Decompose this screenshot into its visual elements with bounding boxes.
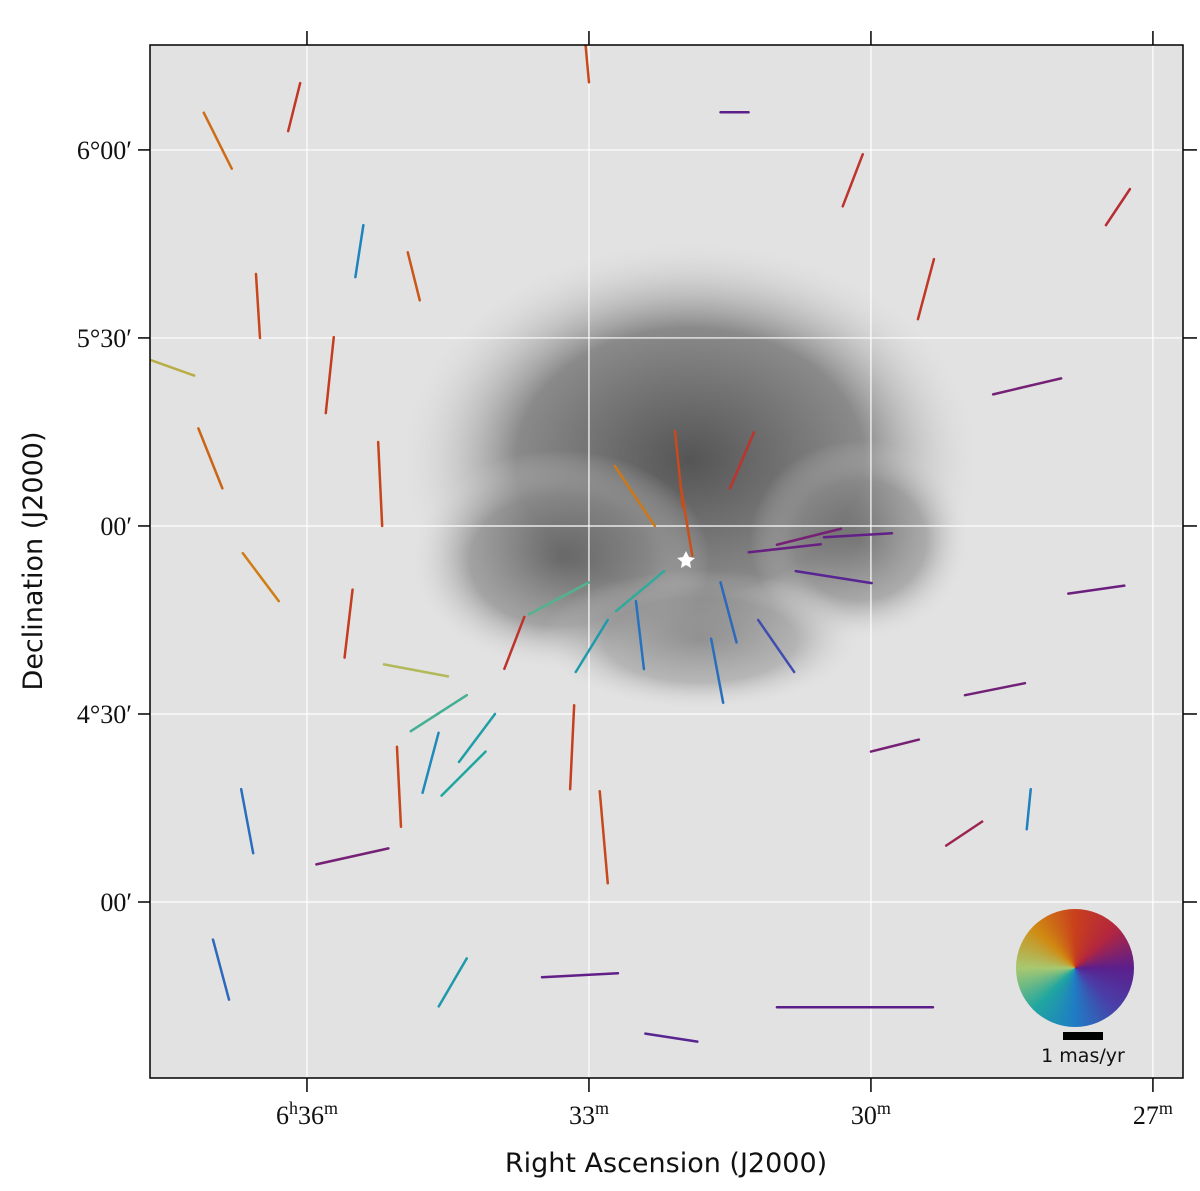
proper-motion-vector (440, 750, 487, 797)
proper-motion-vector (382, 663, 450, 678)
proper-motion-vector (254, 272, 262, 340)
proper-motion-vector (527, 581, 591, 616)
y-tick-label: 6°00′ (77, 136, 132, 165)
scale-bar-label: 1 mas/yr (1041, 1045, 1125, 1067)
proper-motion-vector (202, 111, 234, 170)
proper-motion-vector (673, 429, 685, 509)
proper-motion-vector (354, 223, 365, 279)
proper-motion-vector (794, 569, 873, 585)
y-tick-label: 00′ (100, 512, 132, 541)
proper-motion-vector (644, 1032, 699, 1043)
y-tick-label: 00′ (100, 888, 132, 917)
proper-motion-vector (150, 358, 196, 377)
proper-motion-vector (315, 847, 390, 866)
proper-motion-vector (822, 531, 894, 539)
x-tick-label: 6h36m (276, 1098, 338, 1130)
proper-motion-vector (1067, 584, 1126, 595)
proper-motion-vector (574, 618, 610, 674)
proper-motion-vector (1025, 787, 1032, 831)
x-axis-label: Right Ascension (J2000) (505, 1148, 827, 1179)
proper-motion-vector (421, 731, 440, 795)
proper-motion-vector (395, 745, 403, 829)
proper-motion-vector (916, 257, 936, 321)
color-wheel (1016, 909, 1134, 1027)
proper-motion-vector (437, 957, 469, 1008)
proper-motion-vector (409, 693, 469, 733)
proper-motion-vector (991, 377, 1063, 396)
vectors (150, 45, 1132, 1043)
scale-bar (1063, 1032, 1103, 1040)
proper-motion-vector (376, 440, 384, 528)
sky-image (150, 45, 1183, 1078)
proper-motion-vector (324, 335, 336, 415)
proper-motion-vector (709, 637, 725, 705)
x-tick-label: 27m (1133, 1098, 1173, 1130)
proper-motion-vector (728, 431, 756, 490)
proper-motion-vector (197, 427, 224, 490)
proper-motion-vector (719, 581, 738, 644)
proper-motion-vector (406, 251, 422, 302)
proper-motion-vector (1104, 187, 1132, 227)
proper-motion-vector (841, 153, 864, 208)
proper-motion-vector (241, 551, 281, 603)
proper-motion-vector (869, 738, 921, 753)
y-tick-label: 5°30′ (77, 324, 132, 353)
proper-motion-vector (568, 703, 576, 791)
proper-motion-vector (747, 543, 822, 554)
proper-motion-vector (286, 81, 302, 133)
proper-motion-vector (944, 820, 984, 847)
y-axis-label: Declination (J2000) (18, 432, 49, 691)
grid (150, 45, 1183, 1078)
proper-motion-vector (343, 588, 354, 659)
y-tick-label: 4°30′ (77, 700, 132, 729)
proper-motion-vector (775, 527, 843, 547)
proper-motion-vector (503, 615, 526, 671)
proper-motion-vector (963, 681, 1027, 697)
star-marker (677, 551, 695, 568)
proper-motion-vector (211, 938, 231, 1001)
proper-motion-vector (239, 787, 255, 855)
proper-motion-vector (540, 971, 620, 979)
proper-motion-vector (614, 569, 666, 613)
proper-motion-vector (457, 712, 497, 764)
x-tick-label: 30m (851, 1098, 891, 1130)
x-tick-label: 33m (569, 1098, 609, 1130)
proper-motion-vector (613, 464, 657, 528)
proper-motion-vector (756, 618, 796, 674)
proper-motion-vector (598, 789, 610, 885)
frame (149, 44, 1184, 1079)
proper-motion-vector (634, 599, 646, 671)
